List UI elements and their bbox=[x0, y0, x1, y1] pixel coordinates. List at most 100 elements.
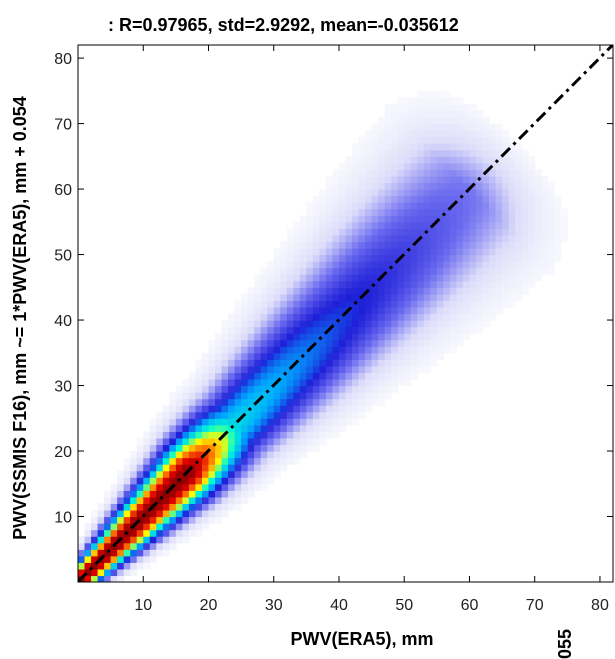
density-cell bbox=[306, 339, 314, 347]
density-cell bbox=[423, 280, 431, 288]
density-cell bbox=[149, 529, 157, 537]
density-cell bbox=[371, 306, 379, 315]
density-cell bbox=[378, 208, 386, 216]
density-cell bbox=[521, 241, 529, 249]
density-cell bbox=[345, 280, 353, 288]
density-cell bbox=[130, 568, 138, 577]
density-cell bbox=[495, 280, 503, 288]
density-cell bbox=[423, 149, 431, 157]
density-cell bbox=[293, 287, 301, 295]
density-cell bbox=[234, 313, 242, 321]
density-cell bbox=[299, 293, 307, 302]
density-cell bbox=[521, 208, 529, 216]
density-cell bbox=[280, 300, 288, 308]
density-cell bbox=[495, 195, 503, 203]
density-cell bbox=[293, 274, 301, 282]
density-cell bbox=[273, 274, 281, 282]
density-cell bbox=[215, 365, 223, 374]
density-cell bbox=[436, 287, 444, 295]
density-cell bbox=[384, 234, 392, 243]
density-cell bbox=[104, 562, 112, 570]
density-cell bbox=[130, 470, 138, 478]
density-cell bbox=[365, 300, 373, 308]
density-cell bbox=[188, 385, 197, 393]
density-cell bbox=[201, 359, 210, 367]
density-cell bbox=[299, 267, 307, 275]
density-cell bbox=[345, 248, 353, 256]
density-cell bbox=[325, 385, 334, 393]
density-cell bbox=[78, 562, 86, 570]
density-cell bbox=[482, 175, 490, 184]
density-cell bbox=[469, 287, 477, 295]
density-cell bbox=[397, 97, 405, 105]
density-cell bbox=[410, 346, 418, 354]
density-cell bbox=[423, 195, 431, 203]
density-cell bbox=[260, 464, 268, 472]
density-cell bbox=[410, 280, 418, 288]
density-cell bbox=[325, 234, 334, 243]
density-cell bbox=[502, 280, 510, 288]
density-cell bbox=[384, 149, 392, 157]
density-cell bbox=[436, 221, 444, 229]
density-cell bbox=[162, 490, 170, 498]
density-cell bbox=[267, 451, 275, 459]
density-cell bbox=[221, 503, 229, 511]
density-cell bbox=[456, 202, 464, 210]
density-cell bbox=[404, 352, 412, 360]
density-cell bbox=[345, 287, 353, 295]
density-cell bbox=[104, 523, 112, 531]
density-cell bbox=[241, 359, 249, 367]
density-cell bbox=[286, 241, 294, 249]
density-cell bbox=[254, 464, 262, 472]
density-cell bbox=[319, 398, 327, 406]
density-cell bbox=[332, 333, 340, 341]
density-cell bbox=[462, 300, 471, 308]
density-cell bbox=[417, 365, 425, 374]
density-cell bbox=[208, 359, 216, 367]
density-cell bbox=[475, 234, 484, 243]
density-cell bbox=[91, 568, 99, 577]
density-cell bbox=[528, 267, 536, 275]
density-cell bbox=[345, 261, 353, 269]
density-cell bbox=[495, 287, 503, 295]
density-cell bbox=[489, 202, 497, 210]
density-cell bbox=[469, 149, 477, 157]
density-cell bbox=[404, 117, 412, 125]
density-cell bbox=[273, 365, 281, 374]
density-cell bbox=[410, 228, 418, 236]
density-cell bbox=[215, 483, 223, 491]
density-cell bbox=[221, 496, 229, 505]
density-cell bbox=[404, 189, 412, 197]
density-cell bbox=[352, 261, 360, 269]
density-cell bbox=[286, 320, 294, 328]
density-cell bbox=[182, 477, 190, 485]
density-cell bbox=[156, 444, 164, 452]
density-cell bbox=[430, 130, 438, 138]
density-cell bbox=[508, 208, 516, 216]
density-cell bbox=[182, 529, 190, 537]
density-cell bbox=[338, 215, 347, 223]
density-cell bbox=[397, 287, 405, 295]
density-cell bbox=[410, 313, 418, 321]
density-cell bbox=[267, 287, 275, 295]
density-cell bbox=[384, 208, 392, 216]
density-cell bbox=[391, 202, 399, 210]
density-cell bbox=[391, 372, 399, 380]
density-cell bbox=[221, 411, 229, 419]
density-cell bbox=[110, 536, 118, 544]
density-cell bbox=[260, 320, 268, 328]
density-cell bbox=[241, 418, 249, 426]
density-cell bbox=[475, 149, 484, 157]
density-cell bbox=[417, 333, 425, 341]
density-cell bbox=[489, 234, 497, 243]
density-cell bbox=[358, 300, 366, 308]
density-cell bbox=[195, 509, 203, 518]
density-cell bbox=[410, 195, 418, 203]
density-cell bbox=[371, 228, 379, 236]
density-cell bbox=[365, 293, 373, 302]
density-cell bbox=[378, 300, 386, 308]
density-cell bbox=[338, 306, 347, 315]
density-cell bbox=[299, 306, 307, 315]
density-cell bbox=[391, 352, 399, 360]
y-tick-label: 10 bbox=[54, 510, 72, 527]
